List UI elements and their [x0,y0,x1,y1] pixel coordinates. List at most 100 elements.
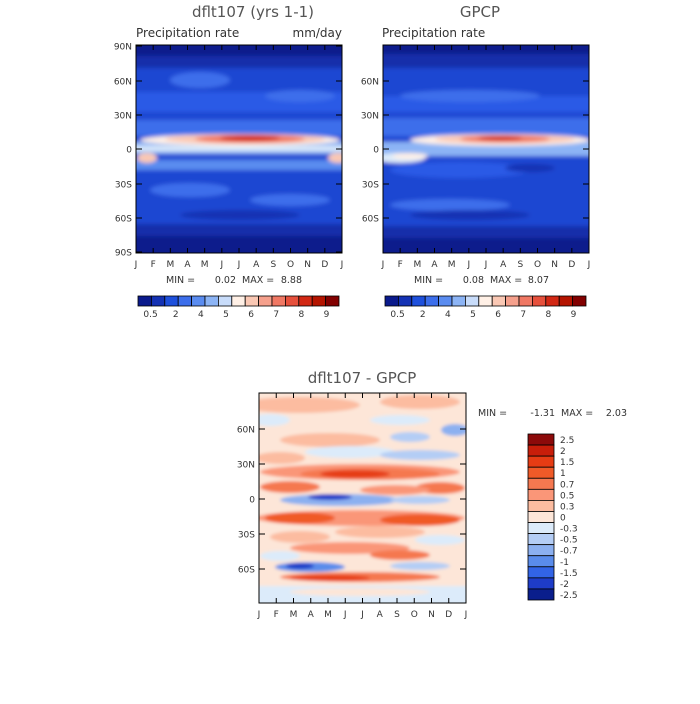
panel1-x-tick-label: M [201,260,209,270]
panel2-x-tick-label: J [587,260,591,270]
panel3-min-value: -1.31 [530,408,555,419]
panel1-x-tick-label: M [166,260,174,270]
panel1-field [136,45,342,253]
panel3-colorbar-label: -1 [560,558,569,568]
panel3-x-tick-label: J [464,610,468,620]
panel2-x-tick-label: A [500,260,507,270]
panel1-colorbar-box [284,295,300,307]
panel3-colorbar-label: -0.5 [560,536,578,546]
panel1-colorbar-box [271,295,286,307]
panel1-colorbar-label: 6 [248,310,254,320]
panel1-colorbar-box [244,295,259,307]
panel2-colorbar: 0.5 2 4 5 6 7 8 9 [384,295,587,320]
panel3-x-tick-label: A [377,610,384,620]
panel2-title: GPCP [460,3,500,21]
panel1-colorbar-box [231,295,246,307]
panel2-x-tick-label: M [448,260,456,270]
panel3-colorbar-box [527,488,555,501]
panel3-x-tick-label: M [290,610,298,620]
panel2-colorbar-box [411,295,426,307]
panel3-colorbar-box [527,588,555,601]
panel1-colorbar-box [191,295,206,307]
panel3-colorbar-label: -2 [560,580,569,590]
panel3-title: dflt107 - GPCP [308,369,417,387]
panel1-x-tick-label: A [253,260,260,270]
panel3-colorbar-label: -0.7 [560,547,578,557]
panel1-y-axis: 90N 60N 30N 0 30S 60S 90S [114,43,342,259]
panel2-x-tick-label: S [517,260,523,270]
panel2-x-tick-label: M [413,260,421,270]
panel2-y-tick-label: 60S [362,215,379,225]
panel2-colorbar-label: 8 [545,310,551,320]
panel3-field [259,393,466,603]
panel2-colorbar-label: 7 [520,310,526,320]
panel2-colorbar-box [478,295,493,307]
panel3-colorbar-label: -2.5 [560,591,578,601]
panel1-x-tick-label: O [287,260,294,270]
panel2-field [383,45,589,253]
panel2-x-tick-label: J [467,260,471,270]
panel1-colorbar-label: 5 [223,310,229,320]
panel2-subtitle: Precipitation rate [382,26,485,40]
panel2-colorbar-label: 0.5 [390,310,404,320]
panel1-colorbar-box [217,295,233,307]
panel1-colorbar-box [164,295,179,307]
panel2-y-tick-label: 30S [362,181,379,191]
panel3-stats: MIN = -1.31 MAX = 2.03 [478,408,627,419]
panel1-y-tick-label: 60S [115,215,132,225]
panel2-min-value: 0.08 [463,275,484,286]
panel3-x-tick-label: A [308,610,315,620]
panel2-colorbar-box [491,295,507,307]
panel3-colorbar-box [527,499,555,512]
panel2-y-tick-label: 0 [373,146,379,156]
panel2-max-label: MAX = [490,275,522,286]
panel3-colorbar-label: 0.3 [560,502,574,512]
panel1-colorbar-box [311,295,327,307]
panel3-colorbar-label: 0 [560,514,566,524]
panel2-y-tick-label: 60N [361,78,379,88]
panel1-colorbar-label: 2 [173,310,179,320]
panel1-colorbar: 0.5 2 4 5 6 7 8 9 [137,295,340,320]
panel1-y-tick-label: 60N [114,78,132,88]
panel2-x-tick-label: J [484,260,488,270]
panel1-x-tick-label: J [237,260,241,270]
panel1-colorbar-box [325,295,340,307]
panel3-x-tick-label: N [428,610,435,620]
panel3-x-tick-label: J [360,610,364,620]
panel3-colorbar-label: -0.3 [560,525,578,535]
panel2-stats: MIN = 0.08 MAX = 8.07 [414,275,549,286]
panel3-x-tick-label: D [445,610,452,620]
panel3-colorbar-label: 0.5 [560,491,574,501]
panel1-x-tick-label: J [220,260,224,270]
panel3-colorbar-box [527,433,555,446]
panel3-colorbar-box [527,566,555,579]
panel3-colorbar-box [527,533,555,546]
panel3-colorbar-label: 2 [560,447,566,457]
panel2-x-tick-label: D [568,260,575,270]
panel2-colorbar-box [505,295,520,307]
panel3-colorbar-box [527,466,555,479]
panel1-x-tick-label: S [270,260,276,270]
panel3-colorbar-box [527,477,555,490]
panel2-y-axis: 60N 30N 0 30S 60S [361,78,589,225]
panel3-colorbar-label: 2.5 [560,436,574,446]
panel1-colorbar-box [204,295,219,307]
panel3-x-tick-label: S [394,610,400,620]
panel3-x-tick-label: J [257,610,261,620]
panel1-max-value: 8.88 [281,275,302,286]
panel1-y-tick-label: 30S [115,181,132,191]
panel1-y-tick-label: 0 [126,146,132,156]
panel1-max-label: MAX = [242,275,274,286]
panel3-y-tick-label: 30S [238,531,255,541]
panel2-colorbar-label: 5 [470,310,476,320]
panel1-colorbar-box [150,295,166,307]
panel3-x-tick-label: F [274,610,279,620]
panel3-min-label: MIN = [478,408,507,419]
panel1-x-tick-label: D [321,260,328,270]
panel2-colorbar-label: 4 [445,310,451,320]
panel1-colorbar-label: 9 [324,310,330,320]
panel2-x-tick-label: A [431,260,438,270]
